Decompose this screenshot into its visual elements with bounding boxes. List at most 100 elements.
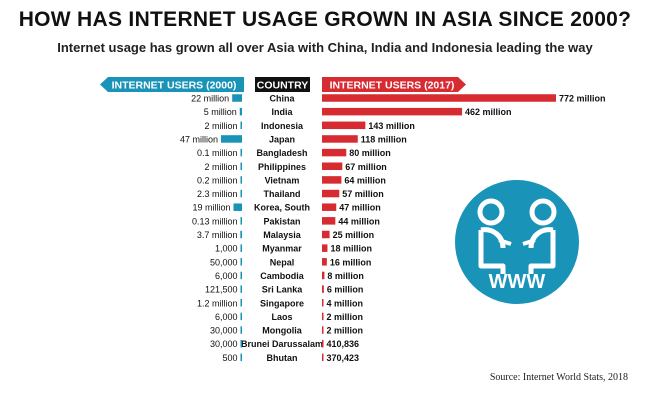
bar-2017: [322, 107, 463, 116]
value-label-2017: 80 million: [349, 148, 391, 158]
bar-2017: [322, 176, 342, 184]
value-label-2017: 6 million: [327, 285, 364, 295]
value-label-2000: 0.2 million: [197, 175, 238, 185]
bar-2000: [240, 258, 242, 266]
value-label-2000: 19 million: [192, 203, 230, 213]
country-label: Malaysia: [263, 230, 302, 240]
value-label-2017: 2 million: [327, 326, 364, 336]
country-label: India: [271, 107, 293, 117]
bar-2000: [240, 217, 242, 225]
bar-2000: [240, 326, 242, 334]
country-label: Pakistan: [263, 216, 300, 226]
value-label-2000: 30,000: [210, 339, 238, 349]
country-label: Thailand: [263, 189, 300, 199]
header-2000-banner: [100, 77, 244, 92]
country-label: Korea, South: [254, 203, 310, 213]
bar-2000: [240, 285, 242, 293]
bar-2000: [240, 189, 242, 198]
bar-2000: [240, 176, 242, 184]
value-label-2017: 16 million: [330, 257, 372, 267]
value-label-2000: 2 million: [204, 162, 237, 172]
bar-2000: [240, 244, 242, 252]
bar-2000: [221, 135, 242, 143]
chart-title: HOW HAS INTERNET USAGE GROWN IN ASIA SIN…: [18, 8, 632, 31]
value-label-2000: 3.7 million: [197, 230, 238, 240]
value-label-2017: 143 million: [368, 121, 415, 131]
header-2017-banner: [322, 77, 466, 92]
bar-2000: [240, 312, 242, 321]
country-label: Philippines: [258, 162, 306, 172]
value-label-2017: 57 million: [342, 189, 384, 199]
value-label-2017: 410,836: [327, 339, 360, 349]
value-label-2017: 8 million: [327, 271, 364, 281]
bar-2017: [322, 285, 324, 293]
value-label-2000: 30,000: [210, 326, 238, 336]
bar-2017: [322, 203, 337, 211]
bar-2017: [322, 312, 324, 321]
bar-2017: [322, 339, 324, 348]
country-label: Indonesia: [261, 121, 304, 131]
value-label-2000: 5 million: [204, 107, 237, 117]
country-label: China: [269, 94, 295, 104]
bar-2000: [240, 339, 242, 348]
country-label: Bhutan: [267, 353, 298, 363]
value-label-2017: 2 million: [327, 312, 364, 322]
country-label: Laos: [271, 312, 292, 322]
bar-2000: [239, 107, 242, 116]
bar-2000: [240, 162, 242, 170]
bar-2000: [240, 299, 242, 307]
country-label: Japan: [269, 134, 295, 144]
bar-2017: [322, 189, 340, 198]
country-label: Vietnam: [265, 175, 300, 185]
value-label-2017: 118 million: [361, 134, 407, 144]
country-label: Cambodia: [260, 271, 305, 281]
header-2017-label: INTERNET USERS (2017): [330, 80, 455, 92]
country-label: Myanmar: [262, 244, 302, 254]
value-label-2017: 64 million: [344, 175, 386, 185]
bar-2017: [322, 148, 347, 157]
value-label-2017: 462 million: [465, 107, 512, 117]
bar-2017: [322, 217, 336, 225]
value-label-2000: 2 million: [204, 121, 237, 131]
www-users-icon: WWW: [455, 180, 579, 304]
bar-2017: [322, 271, 325, 280]
country-label: Brunei Darussalam: [241, 339, 323, 349]
value-label-2017: 4 million: [327, 298, 364, 308]
country-label: Sri Lanka: [262, 285, 304, 295]
value-label-2000: 0.1 million: [197, 148, 238, 158]
value-label-2000: 6,000: [215, 312, 238, 322]
bar-2017: [322, 353, 324, 362]
country-label: Singapore: [260, 298, 304, 308]
header-country-label: COUNTRY: [257, 80, 309, 92]
value-label-2000: 2.3 million: [197, 189, 238, 199]
value-label-2017: 370,423: [327, 353, 360, 363]
value-label-2000: 0.13 million: [192, 216, 238, 226]
bar-2017: [322, 326, 324, 334]
value-label-2017: 47 million: [339, 203, 381, 213]
bar-2000: [240, 230, 242, 239]
bar-2000: [232, 94, 242, 102]
bar-2000: [240, 271, 242, 280]
value-label-2017: 25 million: [333, 230, 375, 240]
bar-2017: [322, 230, 330, 239]
bar-2017: [322, 121, 366, 130]
bar-2017: [322, 299, 324, 307]
bar-2017: [322, 135, 358, 143]
bar-2017: [322, 244, 328, 252]
value-label-2000: 1,000: [215, 244, 238, 254]
country-label: Bangladesh: [256, 148, 307, 158]
country-label: Nepal: [270, 257, 295, 267]
value-label-2017: 67 million: [345, 162, 387, 172]
value-label-2000: 50,000: [210, 257, 238, 267]
bar-2000: [240, 148, 242, 157]
header-2000-label: INTERNET USERS (2000): [112, 80, 237, 92]
value-label-2017: 772 million: [559, 94, 606, 104]
value-label-2000: 6,000: [215, 271, 238, 281]
value-label-2000: 47 million: [180, 134, 218, 144]
value-label-2000: 500: [222, 353, 237, 363]
bar-2017: [322, 94, 556, 102]
source-note: Source: Internet World Stats, 2018: [489, 372, 628, 383]
value-label-2017: 44 million: [338, 216, 380, 226]
value-label-2017: 18 million: [330, 244, 372, 254]
